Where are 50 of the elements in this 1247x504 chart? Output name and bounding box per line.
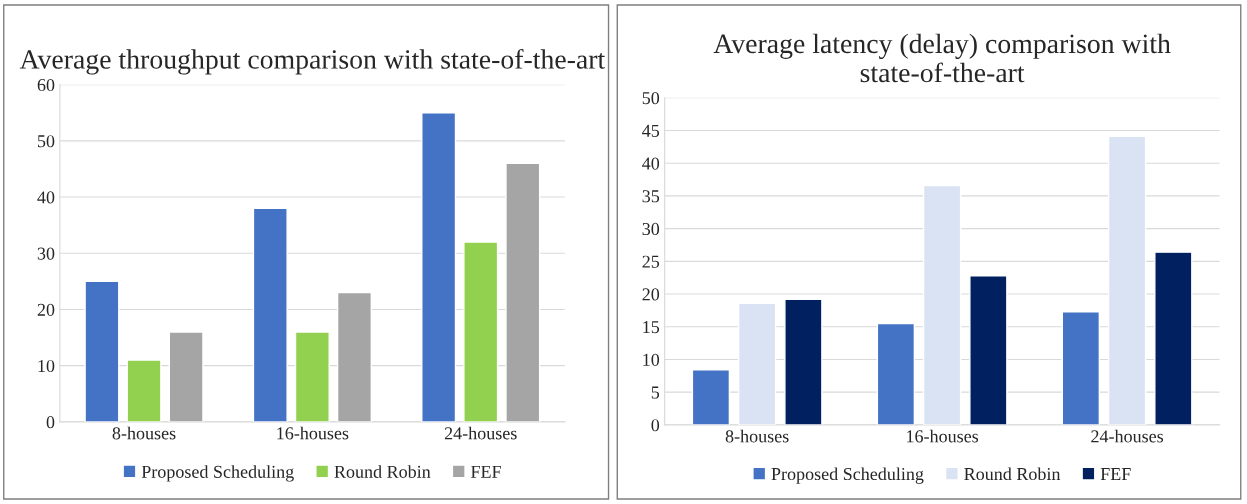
y-tick-label: 0 [651,419,660,432]
bar [1154,251,1193,425]
y-tick-label: 20 [642,288,660,301]
bar [876,322,916,425]
chart-title: Average throughput comparison with state-of-the-art [19,49,606,75]
y-tick-label: 40 [37,191,55,204]
bar [463,241,499,422]
bar [922,184,962,425]
legend-label: FEF [470,465,501,478]
y-tick-label: 15 [643,321,660,334]
y-tick-label: 45 [642,124,660,137]
bar [421,112,457,422]
bar [336,291,372,422]
y-tick-label: 40 [642,157,660,170]
y-tick-label: 30 [642,222,660,236]
y-tick-label: 25 [642,255,660,268]
bar [252,207,288,422]
bar [784,298,823,425]
y-tick-label: 30 [37,247,55,260]
x-tick-label: 16-houses [277,426,349,440]
bar [84,280,120,422]
legend-label: Proposed Scheduling [141,465,294,482]
y-tick-label: 20 [37,303,55,316]
y-tick-label: 35 [642,190,660,203]
bar [969,275,1008,425]
legend-label: Proposed Scheduling [771,467,924,484]
y-tick-label: 5 [651,386,660,399]
bar [691,369,731,425]
x-tick-label: 8-houses [725,429,789,443]
legend-label: FEF [1100,468,1131,480]
x-tick-label: 24-houses [1091,429,1164,443]
y-tick-label: 50 [37,135,55,148]
x-tick-label: 8-houses [112,426,176,440]
bar [1061,311,1101,425]
bar [737,302,777,425]
y-tick-label: 10 [643,353,660,366]
legend-label: Round Robin [334,465,431,478]
bar [294,331,330,422]
bar [1107,135,1147,425]
y-tick-label: 10 [38,359,55,373]
chart-title: Average latency (delay) comparison with state-of-the-art [713,33,1171,83]
y-tick-label: 60 [37,78,55,92]
y-tick-label: 0 [46,416,55,429]
y-tick-label: 50 [642,92,660,105]
x-tick-label: 24-houses [444,426,517,440]
bar [505,162,541,422]
x-tick-label: 16-houses [907,429,979,443]
legend-label: Round Robin [964,467,1061,481]
bar [126,359,162,422]
bar [168,331,204,422]
